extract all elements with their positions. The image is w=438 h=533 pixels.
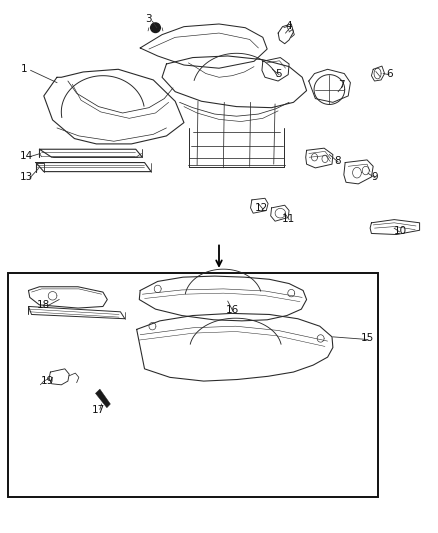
Text: 18: 18 — [37, 300, 50, 310]
Text: 11: 11 — [282, 214, 295, 223]
Text: 12: 12 — [255, 203, 268, 213]
Text: 5: 5 — [275, 69, 282, 78]
Text: 1: 1 — [21, 64, 28, 74]
Text: 4: 4 — [286, 21, 293, 30]
Text: 16: 16 — [226, 305, 239, 315]
Text: 8: 8 — [334, 156, 341, 166]
Text: 13: 13 — [20, 172, 33, 182]
Ellipse shape — [151, 23, 160, 33]
Bar — [8, 273, 378, 497]
Polygon shape — [95, 389, 110, 408]
Text: 3: 3 — [145, 14, 152, 23]
Text: 17: 17 — [92, 406, 105, 415]
Text: 10: 10 — [394, 226, 407, 236]
Text: 9: 9 — [371, 172, 378, 182]
Text: 6: 6 — [386, 69, 393, 78]
Text: 14: 14 — [20, 151, 33, 160]
Text: 19: 19 — [41, 376, 54, 386]
Text: 7: 7 — [338, 80, 345, 90]
Text: 15: 15 — [360, 334, 374, 343]
